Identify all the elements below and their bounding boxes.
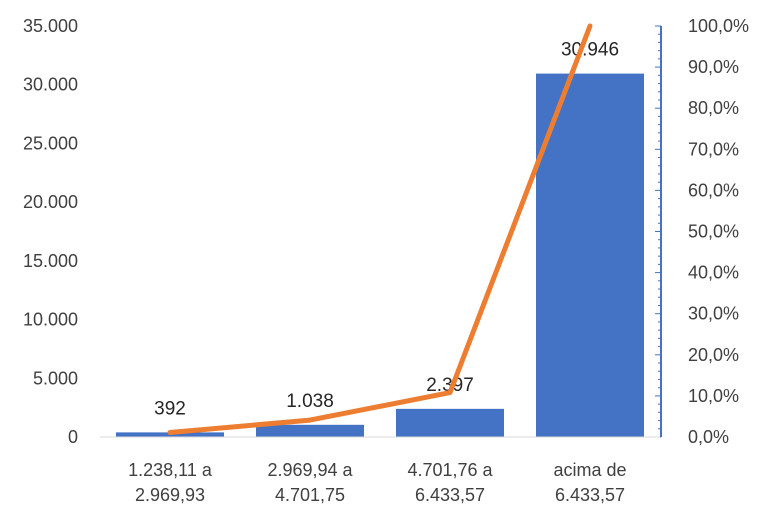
left-tick-label: 35.000 [23,16,78,36]
right-tick-label: 40,0% [688,263,739,283]
left-tick-label: 30.000 [23,75,78,95]
percent-line [167,23,593,435]
left-tick-label: 5.000 [33,368,78,388]
right-tick-label: 20,0% [688,345,739,365]
bar [256,424,364,437]
right-tick-label: 90,0% [688,57,739,77]
category-label: 4.701,76 a [407,460,493,480]
category-label: 4.701,75 [275,485,345,505]
right-tick-label: 10,0% [688,386,739,406]
x-axis-labels: 1.238,11 a 2.969,93 2.969,94 a 4.701,75 4.70… [128,460,626,505]
bar-data-label: 2.397 [426,375,474,396]
bar-data-labels: 392 1.038 2.397 30.946 [154,40,619,420]
left-tick-label: 10.000 [23,310,78,330]
left-tick-label: 15.000 [23,251,78,271]
bar [396,408,504,437]
left-axis: 0 5.000 10.000 15.000 20.000 25.000 30.000 35.0… [23,16,78,447]
right-axis: 0,0% 10,0% 20,0% 30,0% 40,0% 50,0% 60,0% 70,0% 8… [655,16,749,447]
right-tick-label: 60,0% [688,180,739,200]
left-tick-label: 25.000 [23,133,78,153]
bar [536,73,644,438]
category-label: 2.969,94 a [267,460,353,480]
right-tick-label: 30,0% [688,304,739,324]
bar-series [116,73,644,438]
right-tick-label: 80,0% [688,98,739,118]
left-tick-label: 20.000 [23,192,78,212]
right-tick-label: 70,0% [688,139,739,159]
category-label: acima de [553,460,626,480]
right-tick-label: 100,0% [688,16,749,36]
category-label: 1.238,11 a [128,460,213,480]
category-label: 6.433,57 [415,485,485,505]
percent-line-series [167,23,593,435]
right-tick-label: 0,0% [688,427,729,447]
category-label: 6.433,57 [555,485,625,505]
right-tick-label: 50,0% [688,222,739,242]
bar-data-label: 392 [154,398,186,419]
category-label: 2.969,93 [135,485,205,505]
bar-data-label: 30.946 [561,40,619,61]
left-tick-label: 0 [68,427,78,447]
bar-data-label: 1.038 [286,391,334,412]
